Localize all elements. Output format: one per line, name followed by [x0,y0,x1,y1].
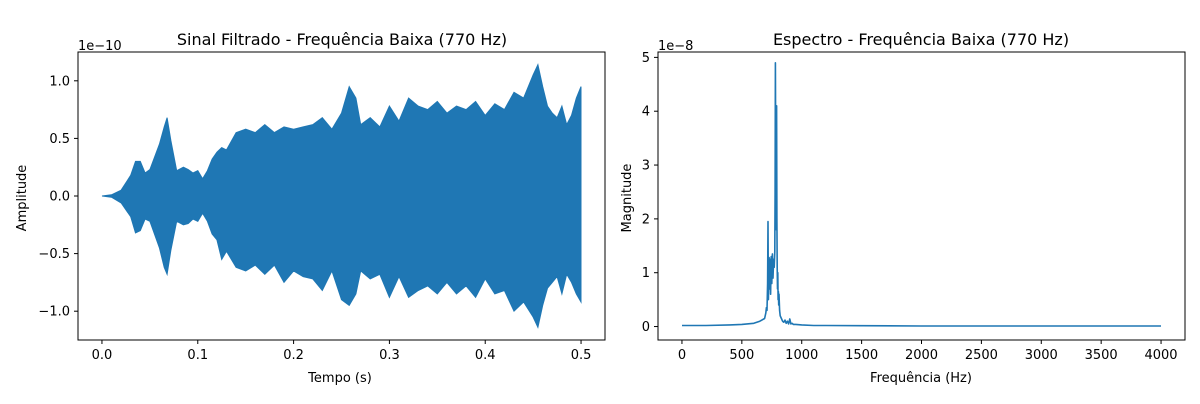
chart-title: Sinal Filtrado - Frequência Baixa (770 H… [177,30,507,49]
x-tick-label: 0.0 [92,348,113,363]
x-tick-label: 2500 [965,348,998,363]
y-tick-label: 0 [642,320,650,335]
x-tick-label: 500 [729,348,754,363]
y-tick-label: 5 [642,51,650,66]
x-axis-title: Tempo (s) [307,371,372,386]
y-tick-label: 1.0 [49,74,70,89]
y-axis-title: Magnitude [620,164,635,233]
signal-chart: Sinal Filtrado - Frequência Baixa (770 H… [15,30,606,386]
x-tick-label: 0.2 [283,348,304,363]
y-tick-label: 1 [642,266,650,281]
x-tick-label: 0.3 [379,348,400,363]
x-tick-label: 0.5 [571,348,592,363]
x-tick-label: 3500 [1085,348,1118,363]
y-offset-label: 1e−10 [78,39,122,54]
chart-title: Espectro - Frequência Baixa (770 Hz) [773,30,1069,49]
x-tick-label: 1500 [845,348,878,363]
x-tick-label: 3000 [1025,348,1058,363]
y-tick-label: 0.0 [49,190,70,205]
x-tick-label: 0.4 [475,348,496,363]
x-tick-label: 0 [678,348,686,363]
spectrum-line [682,62,1161,327]
x-tick-label: 2000 [905,348,938,363]
y-tick-label: 3 [642,159,650,174]
y-tick-label: 0.5 [49,132,70,147]
spectrum-chart: Espectro - Frequência Baixa (770 Hz) 1e−… [620,30,1186,386]
y-tick-label: 4 [642,105,650,120]
signal-envelope [101,63,582,329]
y-offset-label: 1e−8 [658,39,693,54]
y-tick-label: −0.5 [38,247,70,262]
x-tick-label: 1000 [785,348,818,363]
y-tick-label: −1.0 [38,305,70,320]
x-tick-label: 0.1 [187,348,208,363]
x-axis-title: Frequência (Hz) [870,371,972,386]
plot-frame [657,51,1186,341]
y-axis-title: Amplitude [15,165,30,232]
y-tick-label: 2 [642,212,650,227]
x-tick-label: 4000 [1144,348,1177,363]
